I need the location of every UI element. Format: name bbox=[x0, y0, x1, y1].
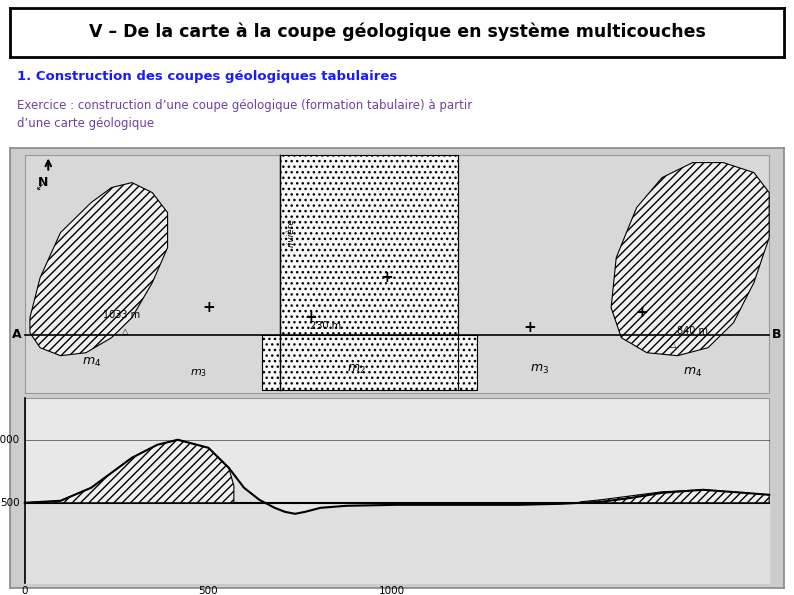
Text: rivière: rivière bbox=[287, 218, 296, 247]
Text: Exercice : construction d’une coupe géologique (formation tabulaire) à partir
d’: Exercice : construction d’une coupe géol… bbox=[17, 99, 472, 130]
Text: $m_4$: $m_4$ bbox=[82, 356, 101, 369]
Bar bbox=[25, 397, 769, 583]
Polygon shape bbox=[580, 490, 769, 503]
Text: $m_3$: $m_3$ bbox=[190, 367, 206, 378]
Polygon shape bbox=[30, 183, 168, 356]
Text: 0: 0 bbox=[21, 586, 28, 595]
Text: ↙: ↙ bbox=[36, 183, 44, 193]
Text: △: △ bbox=[670, 340, 676, 349]
Text: +: + bbox=[304, 310, 317, 325]
Bar bbox=[25, 155, 769, 393]
Text: 230 m: 230 m bbox=[310, 321, 341, 331]
Text: V – De la carte à la coupe géologique en système multicouches: V – De la carte à la coupe géologique en… bbox=[89, 23, 705, 42]
Text: $m_4$: $m_4$ bbox=[683, 366, 702, 379]
Bar bbox=[262, 334, 476, 390]
Bar bbox=[279, 155, 458, 340]
Polygon shape bbox=[25, 518, 769, 583]
Text: 1. Construction des coupes géologiques tabulaires: 1. Construction des coupes géologiques t… bbox=[17, 70, 398, 83]
Text: N: N bbox=[38, 176, 48, 189]
Text: B: B bbox=[773, 328, 782, 341]
Polygon shape bbox=[611, 162, 769, 356]
Text: △: △ bbox=[121, 327, 128, 336]
Text: 1000: 1000 bbox=[0, 435, 20, 444]
Text: +: + bbox=[380, 270, 393, 285]
Text: A: A bbox=[12, 328, 21, 341]
Text: $m_3$: $m_3$ bbox=[530, 363, 549, 376]
Text: 1000: 1000 bbox=[379, 586, 405, 595]
Text: +: + bbox=[635, 305, 648, 320]
Text: 1033 m: 1033 m bbox=[103, 309, 141, 320]
Text: +: + bbox=[523, 320, 536, 335]
Text: 500: 500 bbox=[198, 586, 218, 595]
Text: 840 m: 840 m bbox=[677, 325, 708, 336]
Text: 500: 500 bbox=[0, 498, 20, 508]
Text: +: + bbox=[202, 300, 214, 315]
Text: $m_2$: $m_2$ bbox=[347, 363, 365, 376]
Polygon shape bbox=[25, 440, 234, 503]
